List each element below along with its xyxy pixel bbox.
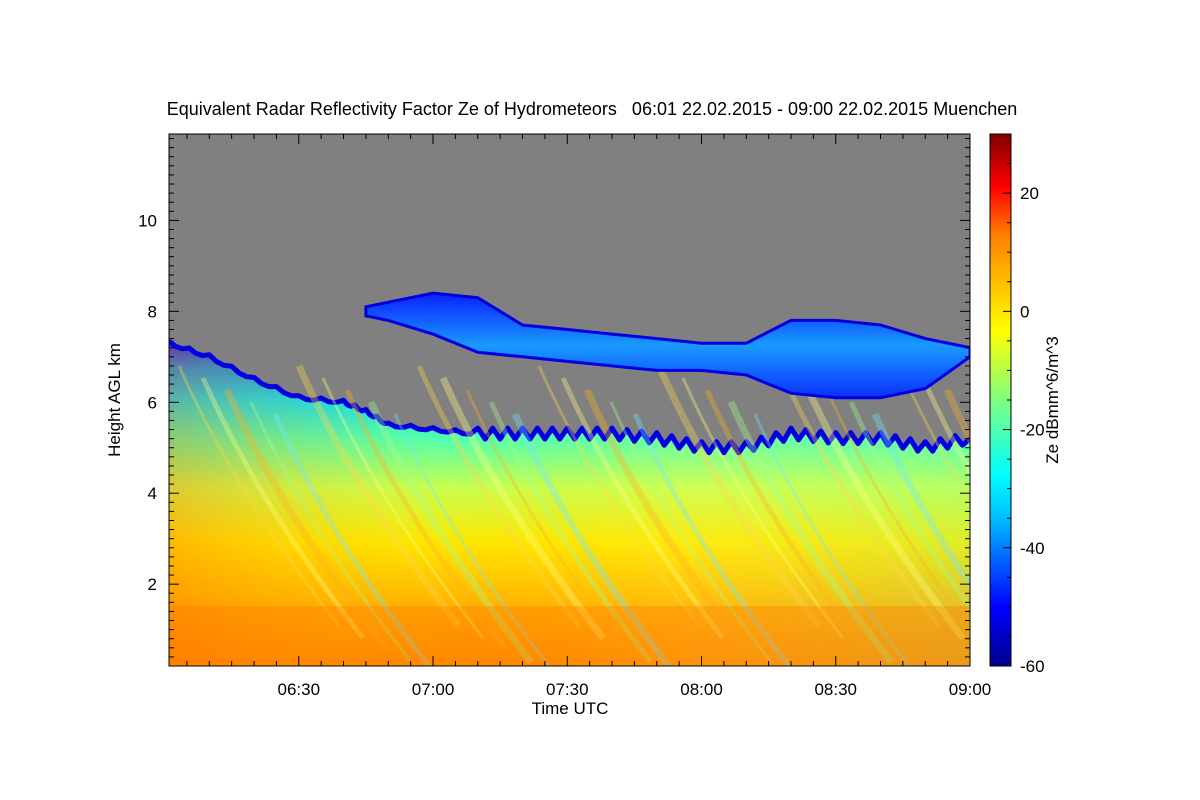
fall-streak — [200, 376, 365, 640]
fall-streak — [825, 389, 970, 631]
fall-streak — [295, 364, 462, 629]
y-tick-label: 2 — [148, 575, 157, 594]
fall-streak — [776, 364, 941, 628]
y-tick-label: 4 — [148, 484, 157, 503]
fall-streak — [609, 401, 773, 663]
colorbar-label: Ze dBmm^6/m^3 — [1043, 336, 1062, 463]
lower-echo-overlay — [169, 341, 970, 666]
fall-streaks — [169, 364, 970, 666]
y-axis-label: Height AGL km — [105, 343, 124, 457]
colorbar: 20 0 -20 -40 -60 Ze dBmm^6/m^3 — [989, 133, 1062, 676]
upper-cloud-layer — [364, 291, 970, 400]
fall-streak — [848, 400, 970, 612]
plot-area — [169, 134, 970, 666]
fall-streak — [393, 413, 551, 666]
fall-streak — [177, 365, 341, 627]
colorbar-tick-label: -60 — [1020, 657, 1045, 676]
fall-streak — [465, 389, 629, 651]
colorbar-tick-label: 0 — [1020, 302, 1029, 321]
colorbar-ticks: 20 0 -20 -40 -60 — [1003, 133, 1045, 676]
fall-streak — [632, 412, 792, 666]
colorbar-tick-label: 20 — [1020, 184, 1039, 203]
x-tick-label: 08:30 — [814, 680, 857, 699]
x-axis: 06:30 07:00 07:30 08:00 08:30 09:00 — [186, 134, 992, 699]
fall-streak — [727, 400, 894, 665]
fall-streak — [439, 376, 606, 641]
x-tick-label: 06:30 — [277, 680, 320, 699]
x-tick-label: 09:00 — [949, 680, 992, 699]
fall-streak — [704, 388, 869, 652]
fall-streak — [560, 376, 725, 640]
colorbar-tick-label: -20 — [1020, 421, 1045, 440]
fall-streak — [655, 364, 822, 629]
fall-streak — [753, 413, 911, 666]
lower-echo-top-edge — [169, 339, 970, 456]
x-tick-label: 07:30 — [546, 680, 589, 699]
x-tick-label: 07:00 — [412, 680, 455, 699]
fall-streak — [920, 376, 970, 477]
plot-frame — [168, 133, 971, 667]
fall-streak — [537, 365, 701, 627]
x-axis-label: Time UTC — [532, 699, 609, 718]
fall-streak — [367, 400, 534, 665]
fall-streak — [511, 412, 674, 666]
fall-streak — [943, 388, 970, 447]
fall-streak — [583, 388, 750, 653]
fall-streak — [249, 401, 413, 663]
fall-streak — [223, 388, 390, 653]
fall-streak — [321, 377, 485, 639]
fall-streak — [344, 388, 509, 652]
y-tick-label: 10 — [138, 211, 157, 230]
low-level-band — [169, 606, 970, 666]
chart-title: Equivalent Radar Reflectivity Factor Ze … — [167, 99, 1018, 119]
y-tick-label: 8 — [148, 302, 157, 321]
fall-streak — [272, 412, 432, 666]
colorbar-tick-label: -40 — [1020, 539, 1045, 558]
y-tick-label: 6 — [148, 393, 157, 412]
fall-streak — [799, 376, 966, 641]
y-axis: 2 4 6 8 10 — [138, 138, 970, 667]
fall-streak — [488, 400, 653, 664]
fall-streak — [416, 364, 581, 628]
fall-streak — [871, 412, 970, 591]
fall-streak — [897, 365, 970, 503]
fall-streak — [681, 377, 845, 639]
x-tick-label: 08:00 — [680, 680, 723, 699]
